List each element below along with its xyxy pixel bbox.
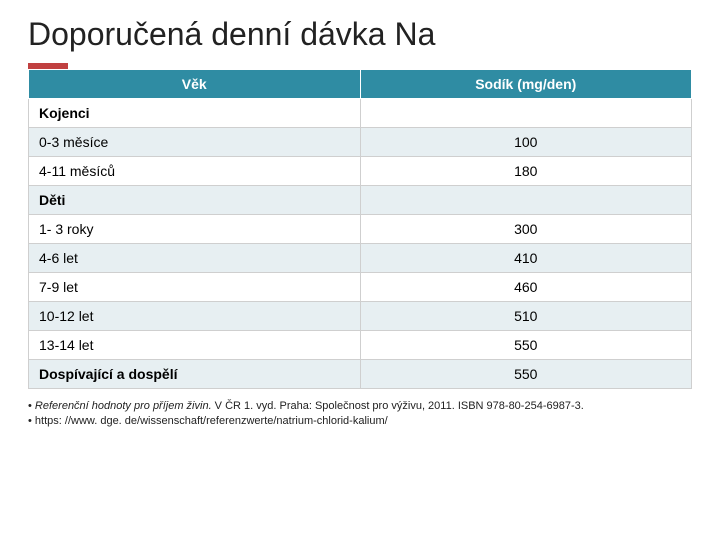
cell-age: 13-14 let <box>29 331 361 360</box>
cell-value: 300 <box>360 215 692 244</box>
reference-line-1: • Referenční hodnoty pro příjem živin. V… <box>28 399 692 414</box>
sodium-table: Věk Sodík (mg/den) Kojenci0-3 měsíce1004… <box>28 69 692 389</box>
cell-age: Děti <box>29 186 361 215</box>
cell-age: 7-9 let <box>29 273 361 302</box>
cell-value: 100 <box>360 128 692 157</box>
references: • Referenční hodnoty pro příjem živin. V… <box>28 399 692 429</box>
cell-age: 10-12 let <box>29 302 361 331</box>
slide: Doporučená denní dávka Na Věk Sodík (mg/… <box>0 0 720 439</box>
table-row: 10-12 let510 <box>29 302 692 331</box>
reference-line-2: • https: //www. dge. de/wissenschaft/ref… <box>28 414 692 429</box>
table-header-row: Věk Sodík (mg/den) <box>29 70 692 99</box>
table-row: 13-14 let550 <box>29 331 692 360</box>
col-header-age: Věk <box>29 70 361 99</box>
cell-value <box>360 186 692 215</box>
table-row: Děti <box>29 186 692 215</box>
cell-age: 0-3 měsíce <box>29 128 361 157</box>
table-row: Dospívající a dospělí550 <box>29 360 692 389</box>
table-row: 4-6 let410 <box>29 244 692 273</box>
cell-value: 180 <box>360 157 692 186</box>
cell-value: 550 <box>360 360 692 389</box>
table-row: 0-3 měsíce100 <box>29 128 692 157</box>
table-row: 1- 3 roky300 <box>29 215 692 244</box>
cell-value: 410 <box>360 244 692 273</box>
page-title: Doporučená denní dávka Na <box>28 16 692 53</box>
cell-age: Dospívající a dospělí <box>29 360 361 389</box>
cell-value: 460 <box>360 273 692 302</box>
table-row: Kojenci <box>29 99 692 128</box>
cell-age: 4-11 měsíců <box>29 157 361 186</box>
cell-age: 4-6 let <box>29 244 361 273</box>
cell-age: 1- 3 roky <box>29 215 361 244</box>
cell-value: 510 <box>360 302 692 331</box>
cell-age: Kojenci <box>29 99 361 128</box>
table-row: 4-11 měsíců180 <box>29 157 692 186</box>
table-row: 7-9 let460 <box>29 273 692 302</box>
col-header-value: Sodík (mg/den) <box>360 70 692 99</box>
cell-value: 550 <box>360 331 692 360</box>
cell-value <box>360 99 692 128</box>
